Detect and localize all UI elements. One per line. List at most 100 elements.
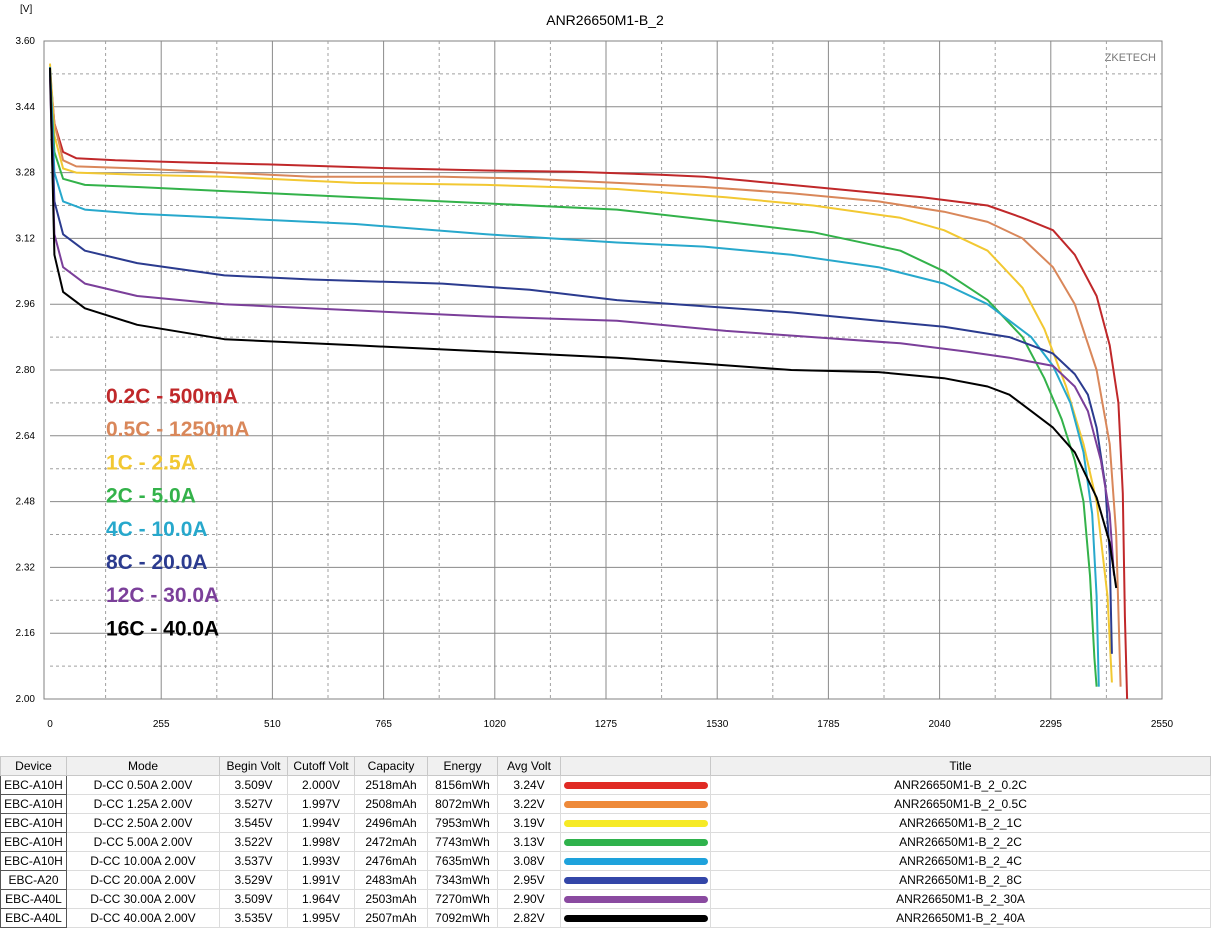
- x-tick-label: 1785: [817, 719, 840, 730]
- cell-mode: D-CC 5.00A 2.00V: [66, 832, 220, 852]
- cell-capacity: 2476mAh: [354, 851, 428, 871]
- series-line: [49, 66, 1100, 687]
- cell-title: ANR26650M1-B_2_1C: [710, 813, 1211, 833]
- y-tick-label: 2.00: [16, 694, 36, 705]
- cell-mode: D-CC 30.00A 2.00V: [66, 889, 220, 909]
- cell-title: ANR26650M1-B_2_4C: [710, 851, 1211, 871]
- cell-cutoff-volt: 1.998V: [287, 832, 355, 852]
- col-avg-volt[interactable]: Avg Volt: [497, 756, 561, 776]
- table-header-row: Device Mode Begin Volt Cutoff Volt Capac…: [0, 756, 1211, 776]
- cell-capacity: 2496mAh: [354, 813, 428, 833]
- legend-entry: 16C - 40.0A: [106, 617, 219, 640]
- cell-cutoff-volt: 1.997V: [287, 794, 355, 814]
- cell-energy: 7343mWh: [427, 870, 498, 890]
- cell-device: EBC-A40L: [0, 908, 67, 928]
- y-tick-label: 2.96: [16, 299, 36, 310]
- cell-cutoff-volt: 1.995V: [287, 908, 355, 928]
- table-row[interactable]: EBC-A10H D-CC 10.00A 2.00V 3.537V 1.993V 247…: [0, 851, 1211, 871]
- series-line: [49, 67, 1118, 589]
- cell-begin-volt: 3.509V: [219, 889, 288, 909]
- cell-mode: D-CC 0.50A 2.00V: [66, 775, 220, 795]
- color-swatch: [563, 781, 708, 789]
- cell-mode: D-CC 1.25A 2.00V: [66, 794, 220, 814]
- cell-cutoff-volt: 1.993V: [287, 851, 355, 871]
- cell-color: [560, 775, 711, 795]
- legend-entry: 8C - 20.0A: [106, 551, 208, 574]
- x-tick-label: 510: [264, 719, 281, 730]
- table-row[interactable]: EBC-A40L D-CC 40.00A 2.00V 3.535V 1.995V 250…: [0, 908, 1211, 928]
- cell-capacity: 2483mAh: [354, 870, 428, 890]
- x-tick-label: 2040: [928, 719, 951, 730]
- series-line: [49, 78, 1115, 576]
- cell-begin-volt: 3.529V: [219, 870, 288, 890]
- x-tick-label: 1530: [706, 719, 729, 730]
- cell-avg-volt: 3.24V: [497, 775, 561, 795]
- series-line: [49, 70, 1113, 654]
- x-tick-label: 1275: [595, 719, 618, 730]
- y-tick-label: 2.16: [16, 628, 36, 639]
- cell-energy: 8072mWh: [427, 794, 498, 814]
- color-swatch: [563, 800, 708, 808]
- cell-device: EBC-A10H: [0, 851, 67, 871]
- legend-entry: 0.2C - 500mA: [106, 385, 238, 408]
- col-cutoff-volt[interactable]: Cutoff Volt: [287, 756, 355, 776]
- x-tick-label: 1020: [484, 719, 507, 730]
- color-swatch: [563, 819, 708, 827]
- legend-entry: 1C - 2.5A: [106, 451, 196, 474]
- y-tick-label: 3.44: [16, 102, 36, 113]
- cell-mode: D-CC 2.50A 2.00V: [66, 813, 220, 833]
- grid-lines: [50, 41, 1162, 699]
- cell-color: [560, 908, 711, 928]
- y-tick-label: 2.48: [16, 497, 36, 508]
- series-line: [49, 63, 1113, 683]
- x-tick-label: 2295: [1040, 719, 1063, 730]
- y-tick-label: 2.64: [16, 431, 36, 442]
- watermark: ZKETECH: [1105, 52, 1156, 64]
- y-tick-label: 2.80: [16, 365, 36, 376]
- cell-capacity: 2472mAh: [354, 832, 428, 852]
- cell-mode: D-CC 10.00A 2.00V: [66, 851, 220, 871]
- legend-entry: 0.5C - 1250mA: [106, 418, 250, 441]
- legend-entry: 12C - 30.0A: [106, 584, 219, 607]
- table-row[interactable]: EBC-A10H D-CC 2.50A 2.00V 3.545V 1.994V 2496…: [0, 813, 1211, 833]
- cell-title: ANR26650M1-B_2_2C: [710, 832, 1211, 852]
- cell-title: ANR26650M1-B_2_40A: [710, 908, 1211, 928]
- cell-device: EBC-A20: [0, 870, 67, 890]
- cell-cutoff-volt: 1.994V: [287, 813, 355, 833]
- discharge-chart: [V] ANR26650M1-B_2 ZKETECH 0 255 510 765 102…: [16, 4, 1174, 730]
- col-mode[interactable]: Mode: [66, 756, 220, 776]
- table-row[interactable]: EBC-A10H D-CC 1.25A 2.00V 3.527V 1.997V 2508…: [0, 794, 1211, 814]
- results-table: Device Mode Begin Volt Cutoff Volt Capac…: [0, 756, 1211, 928]
- series-lines: [49, 63, 1129, 700]
- cell-capacity: 2508mAh: [354, 794, 428, 814]
- cell-title: ANR26650M1-B_2_8C: [710, 870, 1211, 890]
- table-row[interactable]: EBC-A20 D-CC 20.00A 2.00V 3.529V 1.991V 2483…: [0, 870, 1211, 890]
- col-energy[interactable]: Energy: [427, 756, 498, 776]
- cell-color: [560, 889, 711, 909]
- cell-energy: 8156mWh: [427, 775, 498, 795]
- x-tick-label: 2550: [1151, 719, 1174, 730]
- cell-energy: 7270mWh: [427, 889, 498, 909]
- col-capacity[interactable]: Capacity: [354, 756, 428, 776]
- col-device[interactable]: Device: [0, 756, 67, 776]
- cell-color: [560, 832, 711, 852]
- cell-capacity: 2507mAh: [354, 908, 428, 928]
- col-color[interactable]: [560, 756, 711, 776]
- cell-begin-volt: 3.509V: [219, 775, 288, 795]
- table-row[interactable]: EBC-A10H D-CC 5.00A 2.00V 3.522V 1.998V 2472…: [0, 832, 1211, 852]
- col-begin-volt[interactable]: Begin Volt: [219, 756, 288, 776]
- series-line: [49, 73, 1129, 700]
- cell-energy: 7092mWh: [427, 908, 498, 928]
- table-row[interactable]: EBC-A40L D-CC 30.00A 2.00V 3.509V 1.964V 250…: [0, 889, 1211, 909]
- cell-avg-volt: 3.19V: [497, 813, 561, 833]
- cell-device: EBC-A10H: [0, 775, 67, 795]
- table-row[interactable]: EBC-A10H D-CC 0.50A 2.00V 3.509V 2.000V 2518…: [0, 775, 1211, 795]
- col-title[interactable]: Title: [710, 756, 1211, 776]
- cell-color: [560, 813, 711, 833]
- legend: 0.2C - 500mA 0.5C - 1250mA 1C - 2.5A 2C - 5…: [106, 385, 250, 640]
- color-swatch: [563, 914, 708, 922]
- cell-avg-volt: 2.95V: [497, 870, 561, 890]
- cell-device: EBC-A10H: [0, 832, 67, 852]
- y-tick-label: 3.60: [16, 36, 36, 47]
- y-tick-label: 2.32: [16, 562, 36, 573]
